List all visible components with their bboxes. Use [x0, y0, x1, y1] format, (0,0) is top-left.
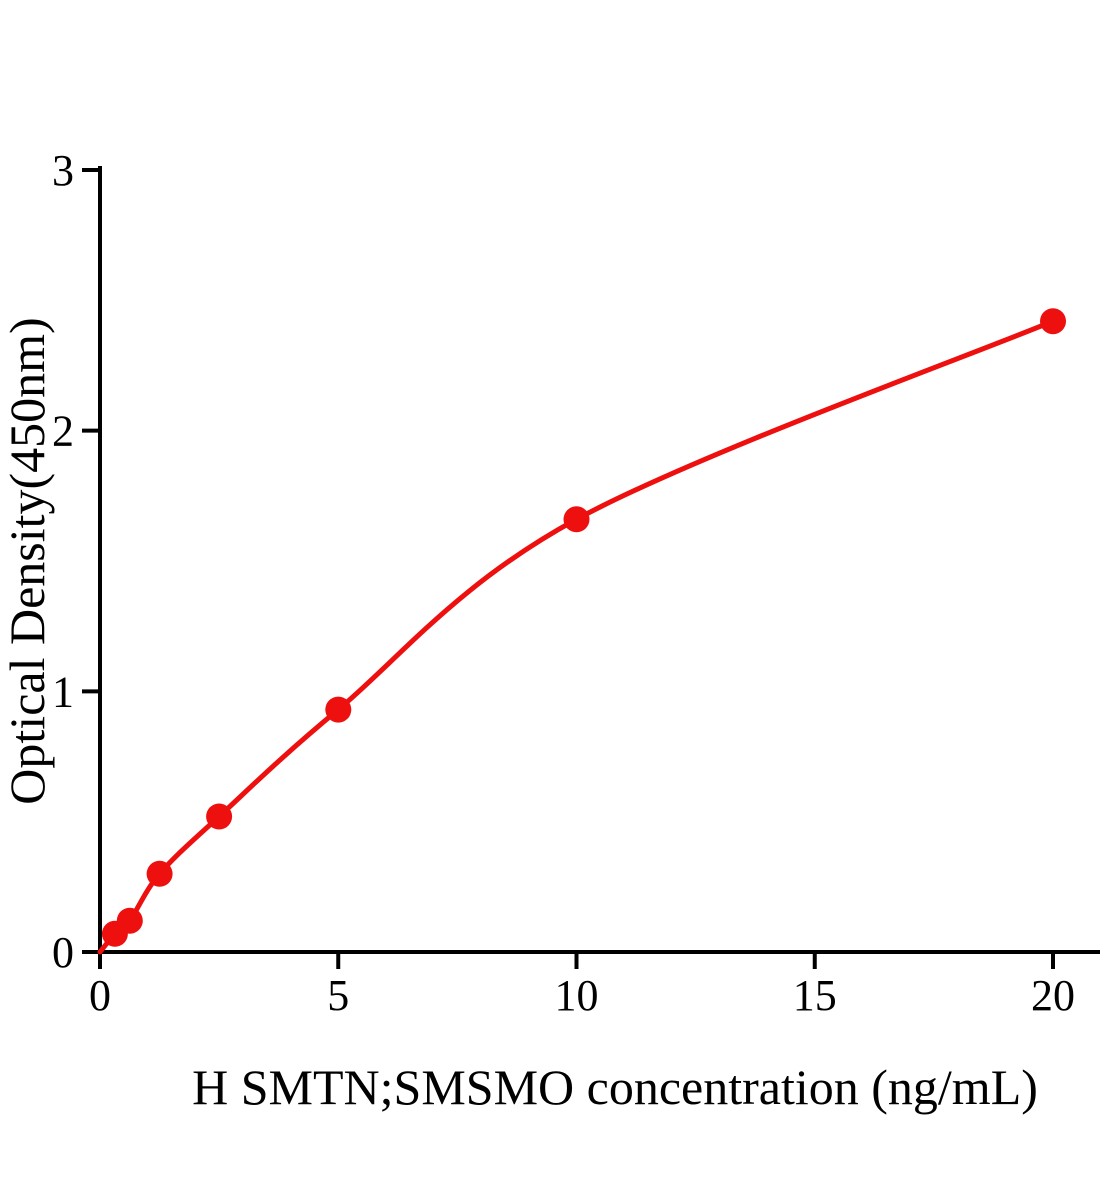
x-tick-label: 0 — [89, 971, 111, 1020]
y-tick-label: 3 — [52, 146, 74, 195]
fit-curve-line — [97, 318, 1056, 955]
x-tick-label: 20 — [1031, 971, 1075, 1020]
x-tick-label: 10 — [555, 971, 599, 1020]
data-point — [325, 696, 352, 723]
data-point — [206, 803, 233, 830]
y-tick-label: 1 — [52, 667, 74, 716]
data-point — [1040, 308, 1066, 335]
x-tick-label: 5 — [327, 971, 349, 1020]
data-point — [116, 907, 143, 934]
y-tick-label: 2 — [52, 407, 74, 456]
fit-curve-group — [97, 318, 1056, 955]
data-points-group — [101, 308, 1066, 947]
x-axis-title: H SMTN;SMSMO concentration (ng/mL) — [192, 1059, 1038, 1115]
data-point — [563, 506, 590, 533]
y-tick-label: 0 — [52, 928, 74, 977]
axes-group: 0 5 10 15 20 0 1 2 3 — [52, 146, 1100, 1020]
y-axis-title: Optical Density(450nm) — [0, 317, 55, 804]
data-point — [146, 860, 173, 887]
x-tick-label: 15 — [793, 971, 837, 1020]
